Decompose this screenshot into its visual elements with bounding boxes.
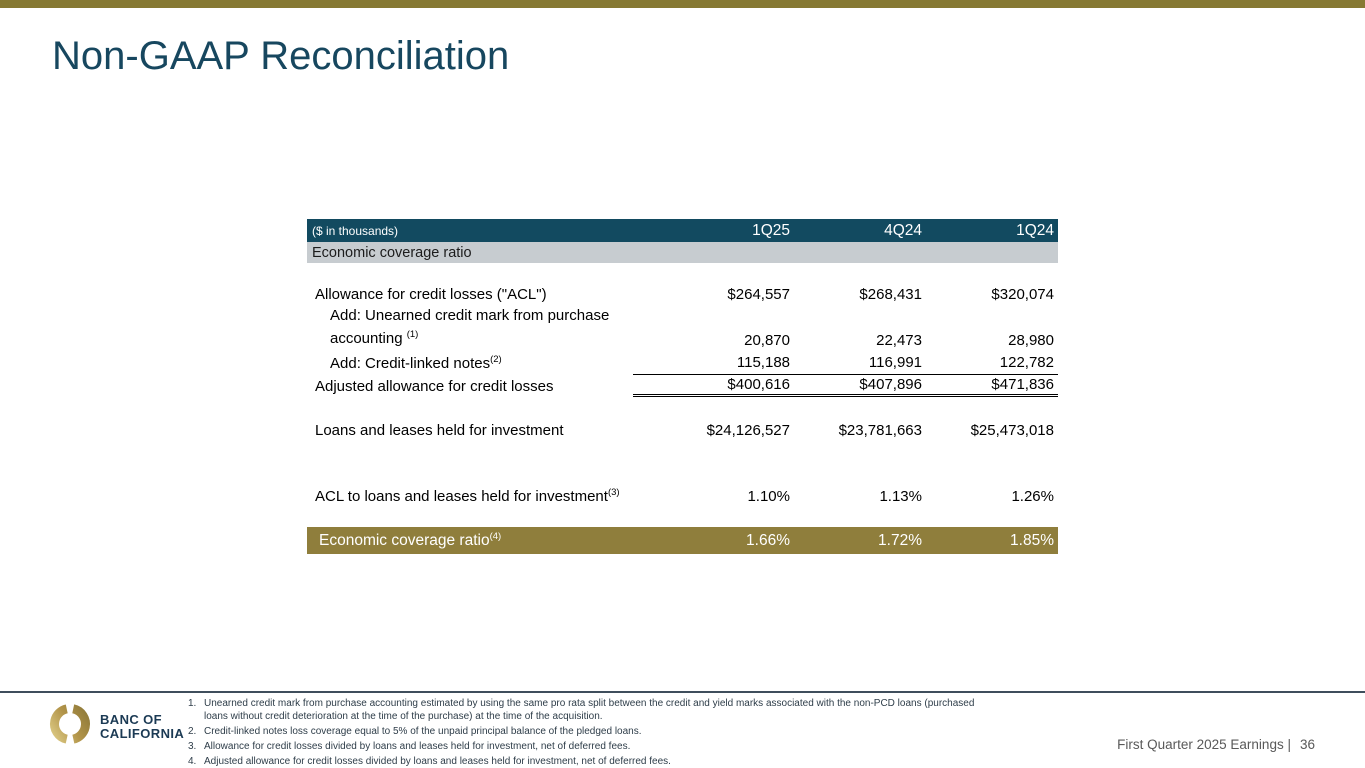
cell-value: 116,991 bbox=[868, 354, 922, 371]
footnote-number: 1. bbox=[188, 698, 197, 709]
footnote-ref: (4) bbox=[489, 530, 502, 542]
row-label: Economic coverage ratio(4) bbox=[319, 530, 502, 549]
row-values: 115,188 116,991 122,782 bbox=[633, 351, 1058, 375]
cell-value: $407,896 bbox=[859, 376, 922, 393]
footer-divider bbox=[0, 691, 1365, 693]
section-label: Economic coverage ratio bbox=[312, 244, 472, 261]
col-header-1q24: 1Q24 bbox=[1016, 221, 1054, 239]
cell-value: 1.13% bbox=[879, 487, 922, 505]
table-row-acl: Allowance for credit losses ("ACL") $264… bbox=[307, 283, 1058, 305]
reconciliation-table: ($ in thousands) 1Q25 4Q24 1Q24 Economic… bbox=[307, 219, 1058, 554]
footnote-item: 4. Adjusted allowance for credit losses … bbox=[188, 755, 988, 768]
page-info-label: First Quarter 2025 Earnings | bbox=[1117, 737, 1291, 752]
row-values: $400,616 $407,896 $471,836 bbox=[633, 375, 1058, 397]
table-row-adjusted-allowance: Adjusted allowance for credit losses $40… bbox=[307, 375, 1058, 397]
page-info: First Quarter 2025 Earnings | 36 bbox=[1102, 722, 1315, 767]
cell-value: 1.72% bbox=[878, 531, 922, 549]
footnote-text: Allowance for credit losses divided by l… bbox=[204, 741, 631, 752]
table-row-loans-held-for-investment: Loans and leases held for investment $24… bbox=[307, 419, 1058, 441]
col-header-4q24: 4Q24 bbox=[884, 221, 922, 239]
cell-value: 20,870 bbox=[744, 332, 790, 349]
row-label: Loans and leases held for investment bbox=[315, 421, 564, 439]
row-values: $264,557 $268,431 $320,074 bbox=[633, 286, 1058, 303]
cell-value: $264,557 bbox=[727, 285, 790, 303]
row-values: 1.66% 1.72% 1.85% bbox=[633, 532, 1058, 550]
page-title: Non-GAAP Reconciliation bbox=[52, 34, 510, 78]
header-columns: 1Q25 4Q24 1Q24 bbox=[633, 222, 1058, 240]
footnote-text: Unearned credit mark from purchase accou… bbox=[204, 698, 975, 722]
cell-value: 1.26% bbox=[1011, 487, 1054, 505]
footnote-item: 1. Unearned credit mark from purchase ac… bbox=[188, 697, 988, 723]
section-row: Economic coverage ratio bbox=[307, 242, 1058, 263]
cell-value: 115,188 bbox=[736, 354, 790, 371]
banc-of-california-logo: BANC OF CALIFORNIA bbox=[48, 702, 184, 751]
footnote-text: Credit-linked notes loss coverage equal … bbox=[204, 726, 642, 737]
row-label: Allowance for credit losses ("ACL") bbox=[315, 285, 547, 303]
cell-value: $471,836 bbox=[991, 376, 1054, 393]
cell-value: 1.10% bbox=[747, 487, 790, 505]
cell-value: $400,616 bbox=[727, 376, 790, 393]
cell-value: 28,980 bbox=[1008, 332, 1054, 349]
table-header-row: ($ in thousands) 1Q25 4Q24 1Q24 bbox=[307, 219, 1058, 242]
cell-value: $23,781,663 bbox=[838, 421, 922, 439]
row-values: 1.10% 1.13% 1.26% bbox=[633, 488, 1058, 505]
table-row-unearned-credit-mark: Add: Unearned credit mark from purchase … bbox=[307, 305, 1058, 351]
footnote-item: 2. Credit-linked notes loss coverage equ… bbox=[188, 725, 988, 738]
logo-ring-icon bbox=[48, 702, 92, 751]
table-row-acl-ratio: ACL to loans and leases held for investm… bbox=[307, 484, 1058, 508]
table-row-credit-linked-notes: Add: Credit-linked notes(2) 115,188 116,… bbox=[307, 351, 1058, 375]
cell-value: $25,473,018 bbox=[970, 421, 1054, 439]
cell-value: 22,473 bbox=[876, 332, 922, 349]
footnote-item: 3. Allowance for credit losses divided b… bbox=[188, 740, 988, 753]
row-label: Add: Credit-linked notes(2) bbox=[330, 353, 502, 372]
footnote-number: 2. bbox=[188, 726, 197, 737]
page-number: 36 bbox=[1299, 737, 1315, 752]
footnote-number: 3. bbox=[188, 741, 197, 752]
row-label: ACL to loans and leases held for investm… bbox=[315, 486, 620, 505]
cell-value: $320,074 bbox=[991, 285, 1054, 303]
footnotes: 1. Unearned credit mark from purchase ac… bbox=[188, 697, 988, 768]
row-label: Adjusted allowance for credit losses bbox=[315, 377, 554, 395]
cell-value: $24,126,527 bbox=[706, 421, 790, 439]
cell-value: $268,431 bbox=[859, 285, 922, 303]
logo-text: BANC OF CALIFORNIA bbox=[100, 711, 185, 741]
row-label: Add: Unearned credit mark from purchase … bbox=[330, 307, 610, 347]
footnote-ref: (3) bbox=[607, 486, 620, 498]
table-row-economic-coverage-ratio: Economic coverage ratio(4) 1.66% 1.72% 1… bbox=[307, 527, 1058, 554]
footnote-ref: (1) bbox=[406, 329, 419, 340]
col-header-1q25: 1Q25 bbox=[752, 221, 790, 239]
cell-value: 1.85% bbox=[1010, 531, 1054, 549]
top-accent-bar bbox=[0, 0, 1365, 8]
row-values: 20,870 22,473 28,980 bbox=[633, 332, 1058, 351]
row-values: $24,126,527 $23,781,663 $25,473,018 bbox=[633, 422, 1058, 439]
cell-value: 122,782 bbox=[999, 354, 1054, 371]
cell-value: 1.66% bbox=[746, 531, 790, 549]
footnote-number: 4. bbox=[188, 756, 197, 767]
footnote-text: Adjusted allowance for credit losses div… bbox=[204, 756, 671, 767]
unit-label: ($ in thousands) bbox=[312, 223, 399, 238]
footnote-ref: (2) bbox=[490, 353, 502, 365]
